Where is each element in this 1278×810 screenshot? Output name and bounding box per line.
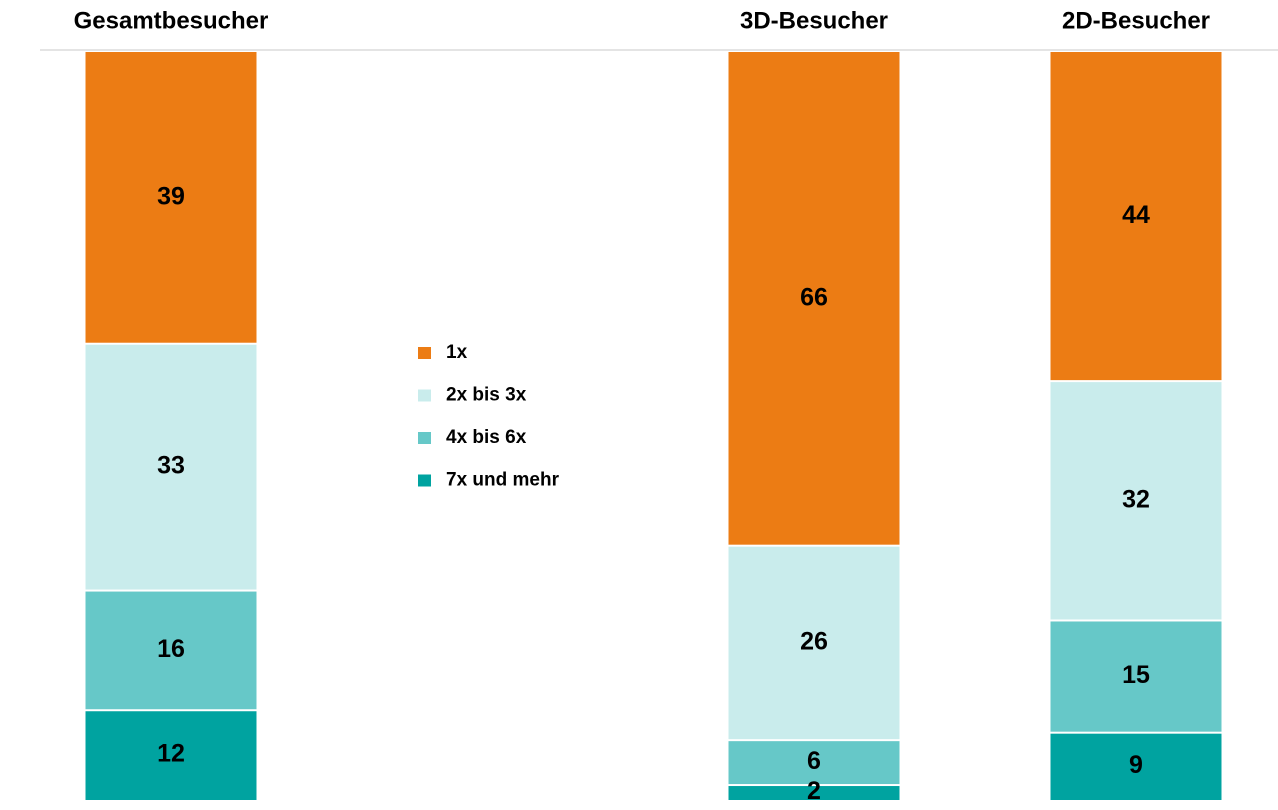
bar-segment [1050,733,1222,800]
bar-segment [1050,52,1222,381]
bar-segment [85,711,257,800]
value-label: 39 [157,182,185,210]
value-label: 2 [807,777,821,805]
value-label: 26 [800,628,828,656]
value-label: 66 [800,283,828,311]
value-label: 9 [1129,751,1143,779]
bar-segment [728,741,900,785]
legend-swatch [418,432,431,444]
bar-segment [728,52,900,545]
legend-label: 1x [446,342,468,363]
bar-segment [85,344,257,590]
legend-label: 7x und mehr [446,470,560,491]
value-label: 16 [157,635,185,663]
category-label: 3D-Besucher [740,7,888,34]
legend-swatch [418,389,431,402]
value-label: 12 [157,740,185,768]
category-label: 2D-Besucher [1062,7,1210,34]
bar-segment [85,591,257,710]
bar-segment [728,786,900,800]
value-label: 15 [1122,661,1150,689]
bar-segment [1050,621,1222,732]
legend-label: 4x bis 6x [446,427,527,448]
category-label: Gesamtbesucher [74,7,269,34]
value-label: 6 [807,747,821,775]
value-label: 33 [157,452,185,480]
legend-label: 2x bis 3x [446,385,527,406]
bar-segment [1050,382,1222,620]
bar-segment [728,546,900,740]
value-label: 44 [1122,201,1150,229]
value-label: 32 [1122,485,1150,513]
legend-swatch [418,474,431,487]
legend-swatch [418,347,431,359]
bar-segment [85,52,257,343]
